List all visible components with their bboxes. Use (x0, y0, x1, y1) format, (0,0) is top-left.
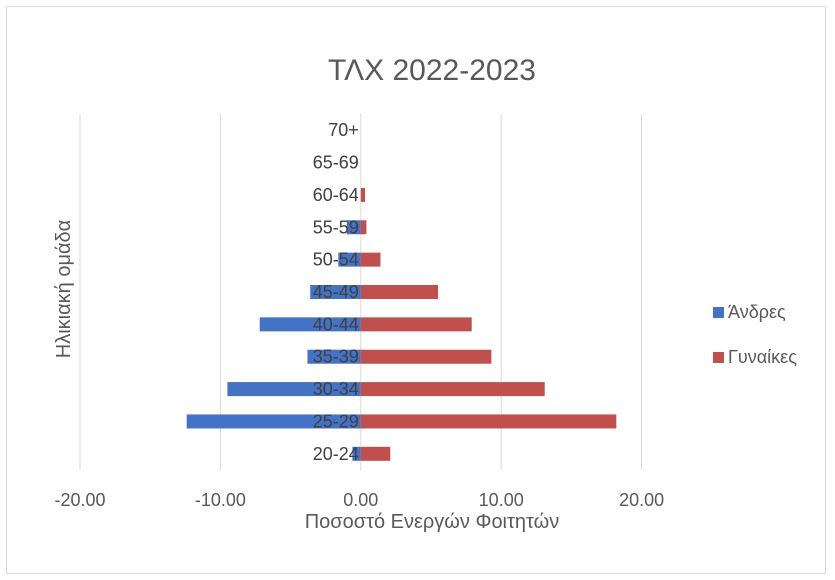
bar-males-45-49 (310, 285, 361, 299)
x-tick-label-0: -20.00 (54, 490, 105, 510)
x-tick-label-2: 0.00 (343, 490, 378, 510)
category-label-55-59: 55-59 (313, 217, 359, 237)
bar-males-25-29 (186, 414, 361, 429)
x-tick-label-1: -10.00 (195, 490, 246, 510)
legend-swatch-females (713, 352, 724, 363)
category-label-50-54: 50-54 (313, 250, 359, 270)
category-label-35-39: 35-39 (313, 347, 359, 367)
bar-males-30-34 (227, 382, 361, 397)
bar-females-35-39 (360, 349, 492, 364)
bar-females-40-44 (360, 317, 472, 332)
category-labels: 20-24 25-29 30-34 35-39 40-44 45-49 50-54 55-59… (313, 120, 359, 464)
bar-females-55-59 (360, 220, 367, 235)
bar-females-45-49 (360, 285, 439, 299)
category-label-70+: 70+ (328, 120, 359, 140)
x-axis-title: Ποσοστό Ενεργών Φοιτητών (305, 511, 560, 533)
category-label-30-34: 30-34 (313, 379, 359, 399)
bar-males-20-24 (352, 446, 361, 461)
chart-title: ΤΛΧ 2022-2023 (328, 54, 536, 87)
category-label-20-24: 20-24 (313, 444, 359, 464)
category-label-60-64: 60-64 (313, 185, 359, 205)
bar-females-30-34 (360, 382, 545, 397)
y-axis-title: Ηλικιακή ομάδα (53, 220, 75, 358)
bar-males-50-54 (338, 252, 361, 267)
category-label-65-69: 65-69 (313, 153, 359, 173)
bar-males-35-39 (307, 349, 361, 364)
category-label-40-44: 40-44 (313, 314, 359, 334)
bars (186, 187, 617, 461)
bar-males-40-44 (259, 317, 361, 332)
x-tick-labels: -20.00 -10.00 0.00 10.00 20.00 (54, 490, 664, 510)
legend-label-males: Άνδρες (728, 302, 786, 322)
bar-females-60-64 (360, 187, 366, 202)
x-tick-label-3: 10.00 (479, 490, 524, 510)
legend-swatch-males (713, 307, 724, 318)
bar-females-20-24 (360, 446, 391, 461)
gridlines (79, 114, 643, 470)
bar-males-55-59 (346, 220, 361, 235)
x-tick-label-4: 20.00 (619, 490, 664, 510)
legend-label-females: Γυναίκες (728, 347, 797, 367)
bar-females-50-54 (360, 252, 381, 267)
legend: Άνδρες Γυναίκες (713, 302, 797, 367)
bar-females-25-29 (360, 414, 617, 429)
category-label-25-29: 25-29 (313, 411, 359, 431)
category-label-45-49: 45-49 (313, 282, 359, 302)
